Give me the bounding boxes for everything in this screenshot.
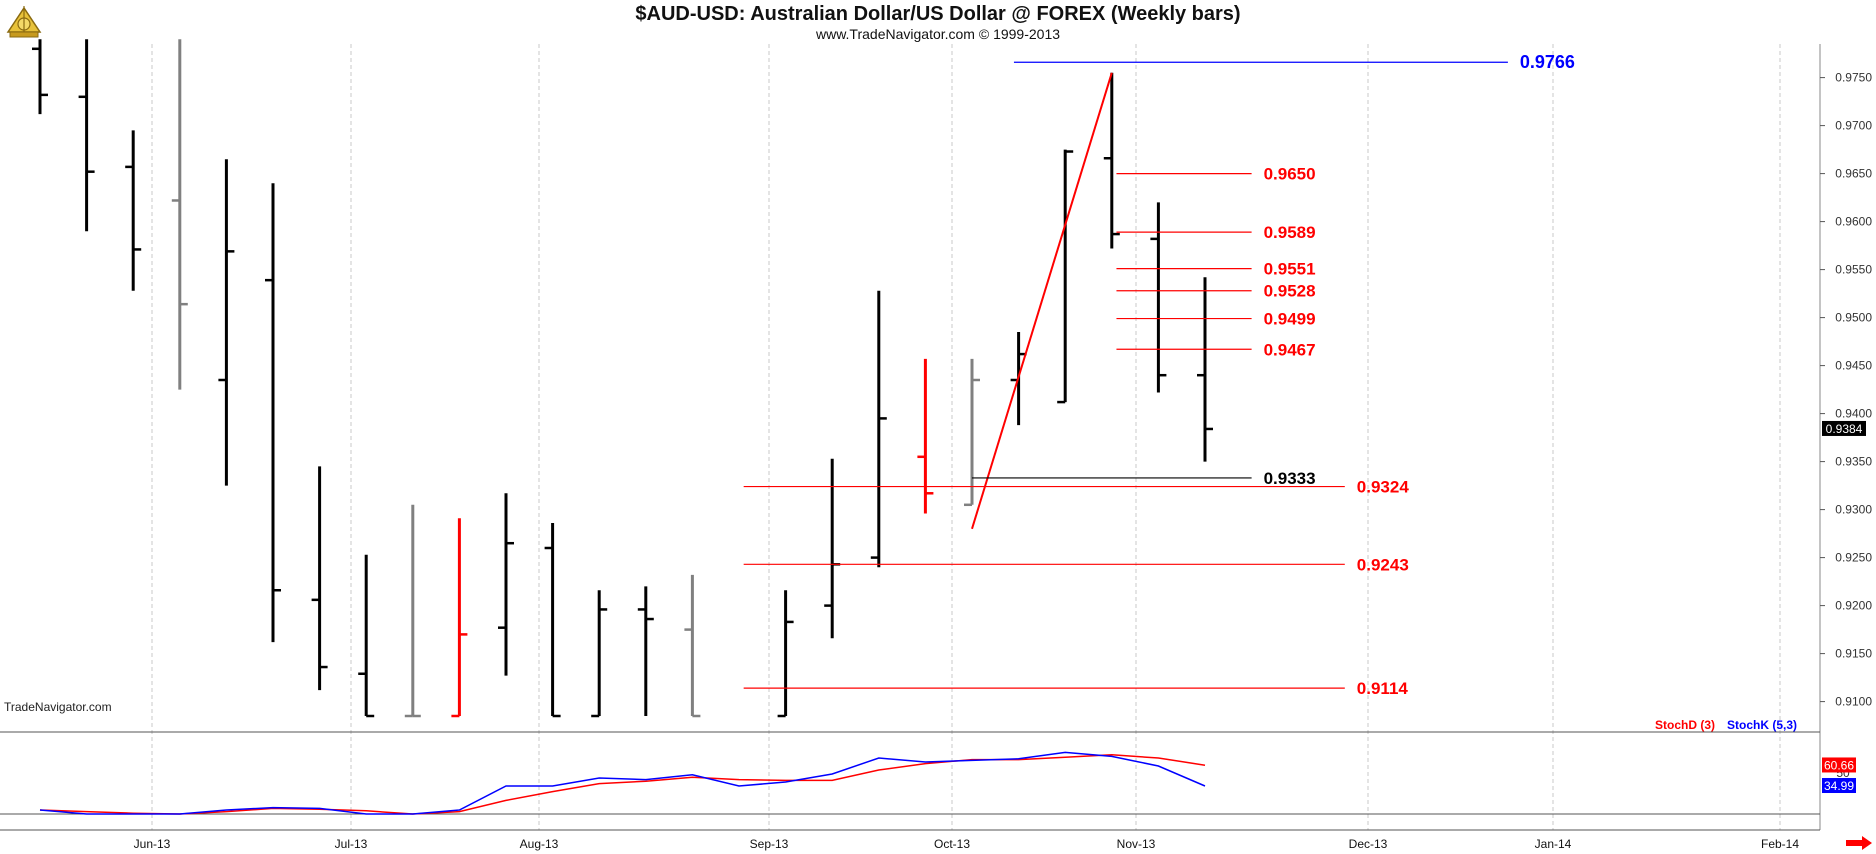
x-tick-label: Nov-13 xyxy=(1117,837,1156,851)
price-axis-background xyxy=(1820,44,1876,854)
ohlc-bar xyxy=(218,159,235,486)
level-label: 0.9324 xyxy=(1357,478,1410,497)
sextant-logo-icon xyxy=(6,6,42,38)
ohlc-bar xyxy=(125,130,142,291)
ohlc-bar xyxy=(32,39,48,115)
price-tick-label: 0.9450 xyxy=(1835,359,1872,373)
price-tick-label: 0.9650 xyxy=(1835,167,1872,181)
price-tick-label: 0.9100 xyxy=(1835,695,1872,709)
ohlc-bar xyxy=(591,590,608,718)
ohlc-bar xyxy=(265,183,281,643)
level-label: 0.9114 xyxy=(1357,679,1409,698)
ohlc-bar xyxy=(917,358,934,514)
ohlc-bar xyxy=(964,358,980,507)
level-label: 0.9589 xyxy=(1264,223,1316,242)
ohlc-bar xyxy=(404,504,421,718)
chart-background xyxy=(0,44,1876,854)
price-tick-label: 0.9200 xyxy=(1835,599,1872,613)
stoch-d-legend: StochD (3) xyxy=(1655,718,1715,732)
ohlc-bar xyxy=(311,466,328,691)
price-tick-label: 0.9750 xyxy=(1835,71,1872,85)
scroll-right-arrow-icon[interactable] xyxy=(1846,836,1872,850)
trend-line xyxy=(971,72,1113,530)
ohlc-bar xyxy=(777,590,794,718)
x-tick-label: Jul-13 xyxy=(335,837,368,851)
last-price-label: 0.9384 xyxy=(1826,422,1863,436)
ohlc-bar xyxy=(637,586,654,716)
price-tick-label: 0.9700 xyxy=(1835,119,1872,133)
chart-subtitle: www.TradeNavigator.com © 1999-2013 xyxy=(815,26,1061,42)
ohlc-bar xyxy=(498,493,514,676)
last-price-box xyxy=(1822,420,1866,436)
x-tick-label: Feb-14 xyxy=(1761,837,1799,851)
ohlc-bar xyxy=(544,523,561,718)
level-label: 0.9551 xyxy=(1264,260,1316,279)
chart-header: $AUD-USD: Australian Dollar/US Dollar @ … xyxy=(0,0,1876,44)
ohlc-bar xyxy=(171,39,188,390)
price-tick-label: 0.9400 xyxy=(1835,407,1872,421)
price-tick-label: 0.9300 xyxy=(1835,503,1872,517)
price-tick-label: 0.9250 xyxy=(1835,551,1872,565)
level-label: 0.9467 xyxy=(1264,340,1316,359)
x-tick-label: Aug-13 xyxy=(520,837,559,851)
ohlc-bar xyxy=(78,39,95,232)
x-tick-label: Dec-13 xyxy=(1349,837,1388,851)
chart-title: $AUD-USD: Australian Dollar/US Dollar @ … xyxy=(635,3,1241,25)
stoch-k-line xyxy=(39,751,1206,815)
level-label: 0.9243 xyxy=(1357,555,1409,574)
price-tick-label: 0.9500 xyxy=(1835,311,1872,325)
x-tick-label: Jun-13 xyxy=(134,837,171,851)
price-tick-label: 0.9350 xyxy=(1835,455,1872,469)
price-tick-label: 0.9550 xyxy=(1835,263,1872,277)
price-tick-label: 0.9600 xyxy=(1835,215,1872,229)
stoch-d-value-box xyxy=(1822,757,1856,773)
ohlc-bar xyxy=(451,518,468,718)
level-label: 0.9333 xyxy=(1264,469,1316,488)
x-tick-label: Oct-13 xyxy=(934,837,970,851)
level-label: 0.9528 xyxy=(1264,282,1316,301)
watermark-text: TradeNavigator.com xyxy=(4,700,112,714)
ohlc-bar xyxy=(1057,149,1074,404)
stoch-k-legend: StochK (5,3) xyxy=(1727,718,1797,732)
ohlc-bar xyxy=(684,574,701,718)
ohlc-bar xyxy=(1150,202,1167,393)
level-label: 0.9650 xyxy=(1264,165,1316,184)
level-label: 0.9766 xyxy=(1520,52,1575,72)
stoch-d-value-label: 60.66 xyxy=(1824,758,1854,772)
stoch-k-value-box xyxy=(1822,778,1856,794)
x-tick-label: Jan-14 xyxy=(1535,837,1572,851)
ohlc-bar xyxy=(1197,277,1213,462)
level-label: 0.9499 xyxy=(1264,310,1316,329)
ohlc-bar xyxy=(1103,72,1120,249)
price-tick-label: 0.9150 xyxy=(1835,647,1872,661)
ohlc-bar xyxy=(358,554,375,718)
stoch-k-value-label: 34.99 xyxy=(1824,779,1854,793)
ohlc-bar xyxy=(870,290,887,568)
x-tick-label: Sep-13 xyxy=(750,837,789,851)
